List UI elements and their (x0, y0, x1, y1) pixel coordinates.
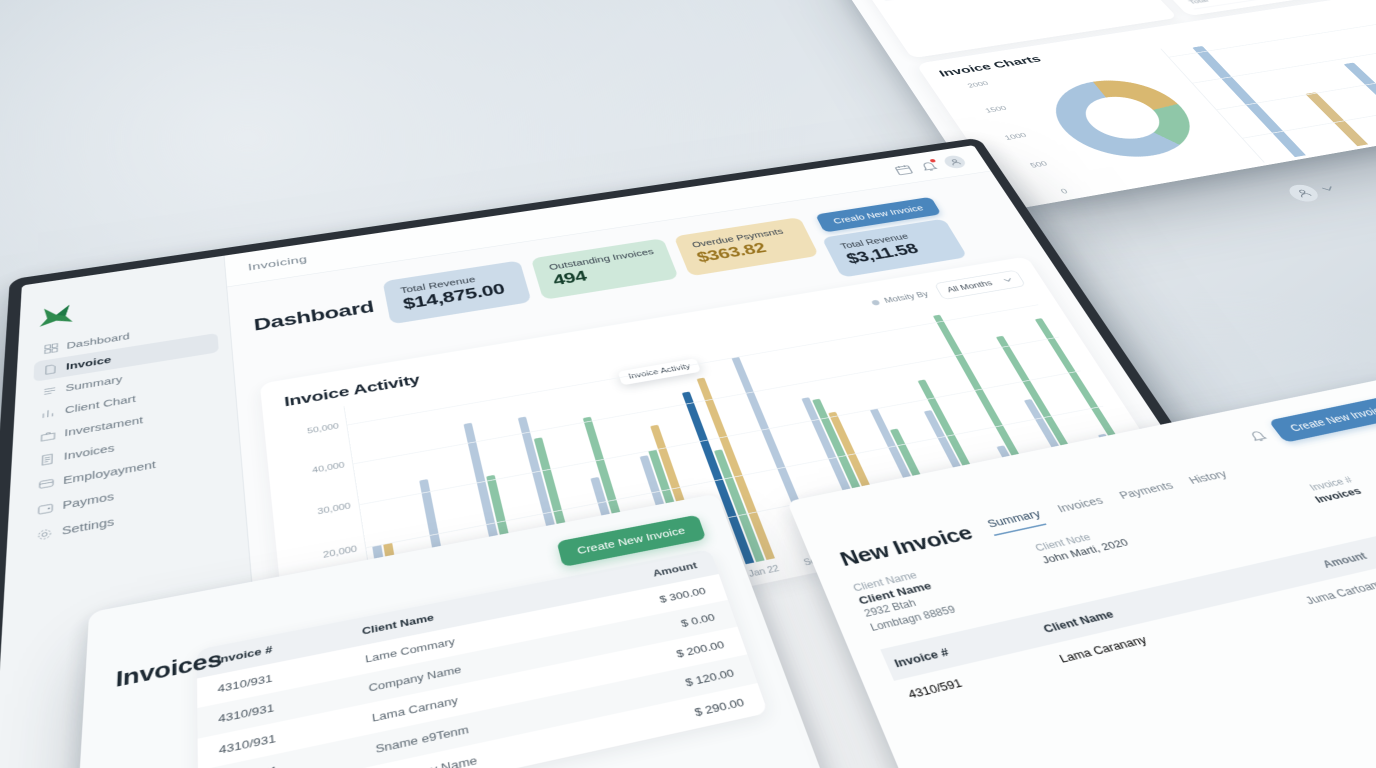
x-tick: Jan (1323, 153, 1345, 163)
sidebar-item-label: Summary (65, 373, 123, 394)
donut-ring (1034, 72, 1215, 166)
chart-icon (41, 407, 56, 419)
month-filter-value: All Months (945, 278, 995, 295)
tab-payments[interactable]: Payments (1116, 479, 1176, 502)
tab-history[interactable]: History (1186, 468, 1230, 487)
list-icon (42, 385, 57, 397)
card-icon (39, 477, 55, 491)
user-avatar-icon[interactable] (941, 154, 969, 170)
page-title: Dashboard (252, 297, 376, 335)
y-tick: 20,000 (322, 544, 358, 560)
create-new-invoice-button[interactable]: Create New Invoice (1268, 395, 1376, 443)
y-tick: 40,000 (311, 460, 346, 476)
bell-icon[interactable] (1245, 428, 1270, 444)
file-icon (43, 363, 58, 375)
user-avatar-icon[interactable] (1284, 182, 1324, 204)
x-tick: Feb (1357, 147, 1376, 157)
doc-icon (40, 453, 55, 466)
kpi-total-revenue[interactable]: Total Revenue $14,875.00 (382, 260, 533, 325)
kpi-overdue-payments[interactable]: Overdue Psymsnts $363.82 (673, 217, 820, 277)
calendar-icon[interactable] (892, 163, 916, 177)
donut-hole (1073, 92, 1173, 144)
wallet-icon (38, 501, 54, 515)
gear-icon (36, 527, 52, 541)
chart-legend: Motsity By (870, 289, 930, 307)
y-tick: 2000 (966, 80, 991, 90)
field-label: Amount (1372, 455, 1376, 480)
sidebar-item-label: Settings (61, 515, 115, 538)
x-tick: Jan 22 (747, 563, 781, 580)
acx-logo-icon (39, 304, 74, 327)
sidebar-item-label: Invoices (63, 442, 115, 463)
table-row[interactable]: 8/17/2020 Saison Devson $1,250.00 (876, 0, 1118, 1)
grid-icon (44, 343, 58, 354)
y-tick: 1500 (983, 104, 1009, 115)
chevron-down-icon (1003, 277, 1014, 282)
tablet-account-controls (1284, 180, 1341, 204)
y-tick: 1000 (1002, 131, 1029, 142)
legend-dot-icon (871, 299, 881, 306)
sidebar-item-label: Invoice (65, 354, 112, 372)
sidebar-item-label: Paymos (62, 490, 115, 512)
breadcrumb: Invoicing (247, 253, 308, 273)
cell-total-label: Total (1187, 0, 1211, 6)
kpi-outstanding-invoices[interactable]: Outstanding Invoices 494 (531, 238, 680, 300)
y-tick: 500 (1028, 159, 1049, 169)
tab-invoices[interactable]: Invoices (1055, 494, 1106, 515)
chevron-down-icon[interactable] (1320, 185, 1335, 192)
tab-summary[interactable]: Summary (985, 507, 1047, 537)
bell-icon[interactable] (917, 157, 941, 172)
bar (1305, 91, 1369, 147)
y-tick: 0 (1059, 187, 1070, 196)
y-tick: 30,000 (317, 501, 352, 517)
briefcase-icon (40, 429, 55, 442)
y-tick: 50,000 (306, 422, 340, 436)
legend-label: Motsity By (882, 289, 930, 305)
